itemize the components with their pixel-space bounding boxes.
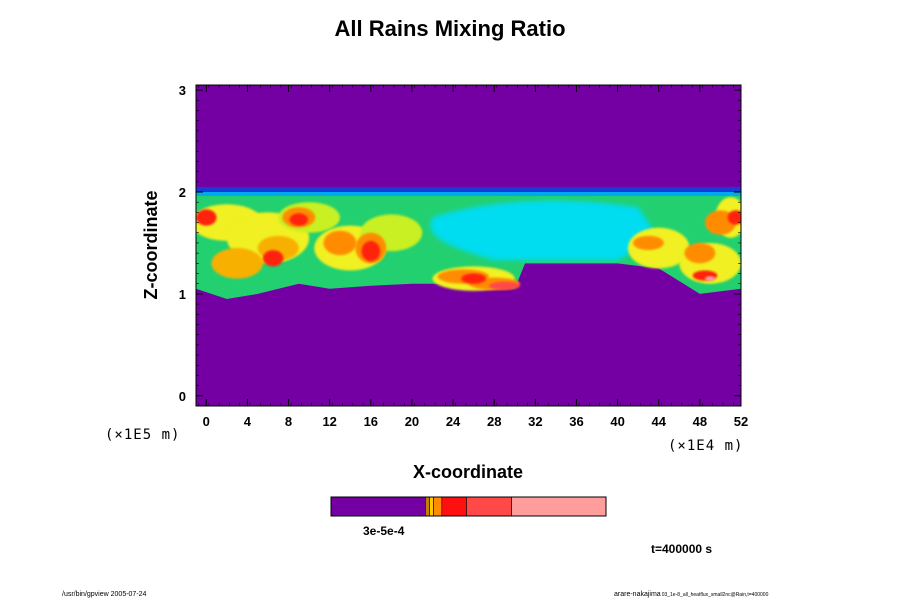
y-tick-label: 3 <box>179 83 186 98</box>
x-tick-label: 28 <box>487 414 501 429</box>
colorbar-segment <box>441 496 467 517</box>
x-tick-label: 52 <box>734 414 748 429</box>
x-tick-label: 44 <box>652 414 667 429</box>
red-blob <box>727 210 741 225</box>
x-tick-label: 24 <box>446 414 461 429</box>
x-tick-label: 4 <box>244 414 252 429</box>
x-tick-label: 12 <box>322 414 336 429</box>
colorbar-segment <box>425 496 430 517</box>
colorbar-segment <box>433 496 443 517</box>
orange-blob <box>684 242 716 264</box>
cloud-top-edge <box>196 186 741 193</box>
pink-blob <box>705 276 716 282</box>
heatmap-plot <box>196 85 741 406</box>
y-tick-label: 1 <box>179 287 186 302</box>
x-tick-label: 36 <box>569 414 583 429</box>
x-axis-label: X-coordinate <box>413 462 523 482</box>
y-tick-label: 2 <box>179 185 186 200</box>
x-tick-label: 0 <box>203 414 210 429</box>
orange-blob <box>211 248 263 279</box>
cyan-region <box>430 200 659 261</box>
y-scale-label: (×1E5 m) <box>105 427 180 443</box>
colorbar-tick-labels: 3e-5e-4 <box>363 524 405 538</box>
footer-right: arare-nakajima03_1e-8_all_heatflux_small… <box>614 591 769 598</box>
y-tick-label: 0 <box>179 389 186 404</box>
footer-right-sub: 03_1e-8_all_heatflux_small2nc@Rain,t=400… <box>662 592 769 598</box>
plot-frame <box>195 84 742 407</box>
footer-left: /usr/bin/gpview 2005-07-24 <box>62 591 147 598</box>
x-tick-label: 16 <box>364 414 378 429</box>
x-tick-label: 8 <box>285 414 292 429</box>
colorbar-segment <box>429 496 434 517</box>
orange-blob <box>633 235 664 251</box>
orange-blob <box>323 230 357 256</box>
colorbar-segment <box>330 496 426 517</box>
footer-right-main: arare-nakajima <box>614 591 661 598</box>
red-blob <box>461 273 486 284</box>
cloud-top-inner <box>196 192 741 196</box>
red-blob <box>489 281 520 290</box>
red-blob <box>196 209 217 226</box>
time-annotation: t=400000 s <box>651 542 712 556</box>
red-blob <box>361 240 381 262</box>
red-blob <box>289 213 309 226</box>
y-axis-label: Z-coordinate <box>141 190 161 299</box>
x-tick-label: 20 <box>405 414 419 429</box>
x-tick-label: 40 <box>610 414 624 429</box>
colorbar-segment <box>511 496 607 517</box>
colorbar-frame <box>330 496 607 517</box>
red-blob <box>262 250 284 267</box>
colorbar <box>330 496 607 517</box>
chart-title: All Rains Mixing Ratio <box>334 16 566 41</box>
x-tick-label: 32 <box>528 414 542 429</box>
x-scale-label: (×1E4 m) <box>668 438 743 454</box>
x-tick-label: 48 <box>693 414 707 429</box>
colorbar-segment <box>466 496 512 517</box>
